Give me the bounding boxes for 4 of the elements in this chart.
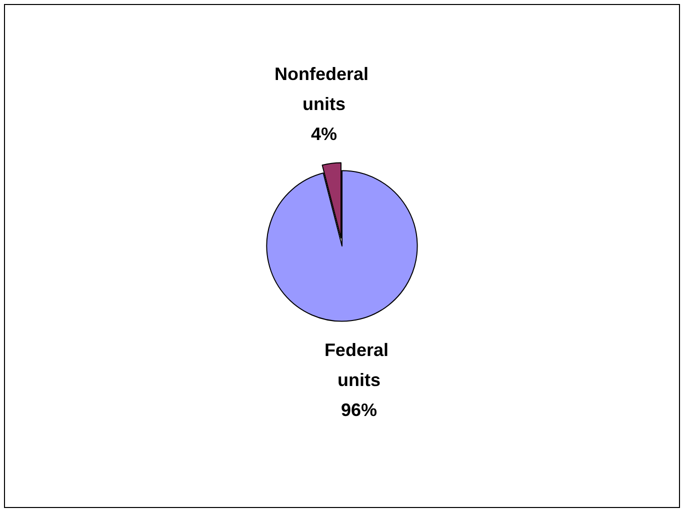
slice-label: Federal units xyxy=(324,340,394,390)
data-label: 96% xyxy=(340,400,377,420)
slice-label: Nonfederal units xyxy=(274,64,374,114)
data-label: 4% xyxy=(311,124,338,144)
